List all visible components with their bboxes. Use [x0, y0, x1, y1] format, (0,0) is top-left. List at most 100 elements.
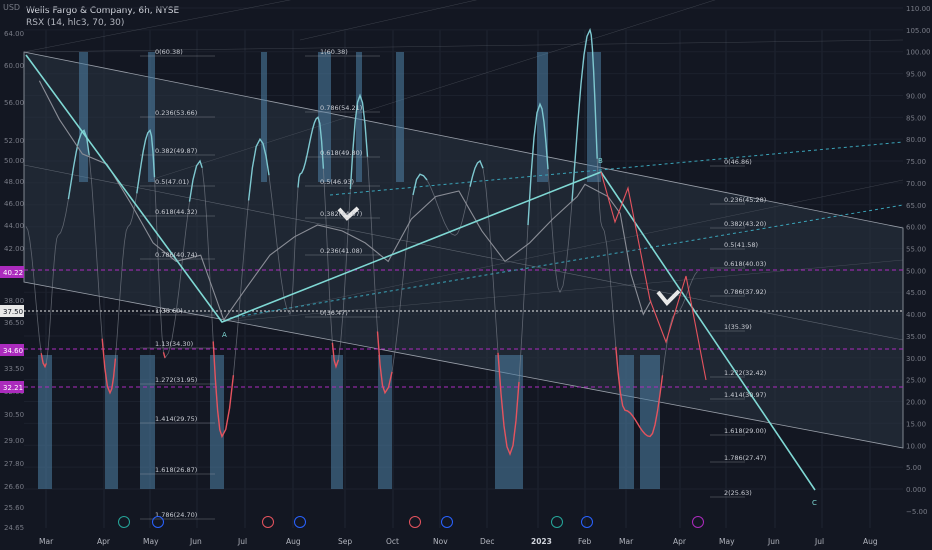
event-icon	[441, 516, 453, 528]
checkmark-icon	[656, 289, 681, 306]
time-axis-tick: Apr	[97, 537, 111, 546]
time-axis-tick: Apr	[673, 537, 687, 546]
time-axis-tick: Oct	[386, 537, 399, 546]
left-axis-marker	[0, 266, 24, 278]
right-axis-tick: 90.00	[906, 92, 926, 100]
fib-left-label: 1.13(34.30)	[155, 340, 193, 348]
time-axis-tick: Aug	[286, 537, 301, 546]
left-axis-tick: 64.00	[4, 30, 24, 38]
event-icon	[262, 516, 274, 528]
event-icon	[581, 516, 593, 528]
fan-line	[299, 0, 478, 41]
time-axis	[0, 530, 932, 550]
right-axis-tick: 10.00	[906, 442, 926, 450]
fan-line	[221, 179, 904, 323]
fib-right-label: 0.382(43.20)	[724, 220, 766, 228]
fib-left-label: 1.414(29.75)	[155, 415, 197, 423]
oversold-band	[105, 355, 118, 489]
fib-right-label: 0.5(41.58)	[724, 241, 758, 249]
overbought-band	[537, 52, 548, 182]
oversold-band	[640, 355, 660, 489]
price-line	[38, 80, 652, 322]
overbought-band	[79, 52, 88, 182]
time-axis-tick: Mar	[619, 537, 634, 546]
right-axis-tick: 30.00	[906, 355, 926, 363]
oversold-band	[378, 355, 392, 489]
right-axis-tick: 45.00	[906, 289, 926, 297]
left-axis-tick: 42.00	[4, 245, 24, 253]
left-axis-tick: 56.00	[4, 99, 24, 107]
fib-left-label: 0.236(53.66)	[155, 109, 197, 117]
left-axis-marker-label: 32.21	[3, 384, 23, 392]
right-axis-tick: 75.00	[906, 158, 926, 166]
right-axis-tick: 110.00	[906, 5, 931, 13]
fib-right-label: 1.414(30.97)	[724, 391, 766, 399]
oversold-band	[210, 355, 224, 489]
time-axis-tick: Jun	[189, 537, 202, 546]
time-axis-tick: 2023	[531, 537, 552, 546]
oversold-band	[140, 355, 155, 489]
fib-right-label: 2(25.63)	[724, 489, 752, 497]
projection-red	[600, 171, 707, 381]
fib-mid-label: 0.618(49.80)	[320, 149, 362, 157]
right-axis-tick: 95.00	[906, 71, 926, 79]
left-axis-tick: 27.80	[4, 460, 24, 468]
right-axis-tick: 35.00	[906, 333, 926, 341]
fib-right-label: 0.786(37.92)	[724, 288, 766, 296]
overbought-band	[261, 52, 267, 182]
fib-mid-label: 0.786(54.21)	[320, 104, 362, 112]
event-icon	[409, 516, 421, 528]
fib-mid-label: 1(60.38)	[320, 48, 348, 56]
left-axis-tick: 29.00	[4, 437, 24, 445]
time-axis-tick: Mar	[39, 537, 54, 546]
time-axis-tick: Feb	[578, 537, 592, 546]
fib-right-label: 0.236(45.28)	[724, 196, 766, 204]
right-axis-tick: 5.00	[906, 464, 922, 472]
symbol-title[interactable]: Wells Fargo & Company, 6h, NYSE	[26, 6, 180, 16]
fib-mid-label: 0.236(41.08)	[320, 247, 362, 255]
wave-label-b: B	[598, 157, 603, 165]
left-axis-marker-label: 34.60	[3, 347, 23, 355]
right-axis-tick: 55.00	[906, 246, 926, 254]
overbought-band	[318, 52, 331, 182]
left-axis-tick: 48.00	[4, 178, 24, 186]
left-axis-tick: 50.00	[4, 157, 24, 165]
left-axis-tick: 30.50	[4, 411, 24, 419]
time-axis-tick: May	[719, 537, 735, 546]
right-axis-tick: 70.00	[906, 180, 926, 188]
fib-mid-label: 0(36.47)	[320, 309, 348, 317]
left-axis-tick: 52.00	[4, 137, 24, 145]
fib-mid-label: 0.382(44.07)	[320, 210, 362, 218]
fib-right-label: 0.618(40.03)	[724, 260, 766, 268]
time-axis-tick: Nov	[433, 537, 448, 546]
fib-left-label: 0.618(44.32)	[155, 208, 197, 216]
oversold-band	[619, 355, 634, 489]
time-axis-tick: Sep	[338, 537, 352, 546]
left-axis-tick: 44.00	[4, 222, 24, 230]
overbought-band	[356, 52, 362, 182]
indicator-title[interactable]: RSX (14, hlc3, 70, 30)	[26, 18, 125, 28]
left-axis-tick: 25.60	[4, 504, 24, 512]
oversold-band	[331, 355, 343, 489]
left-axis-marker	[0, 305, 24, 317]
right-axis-tick: 25.00	[906, 377, 926, 385]
wave-label-c: C	[812, 499, 817, 507]
fib-left-label: 1.786(24.70)	[155, 511, 197, 519]
fib-right-label: 1.272(32.42)	[724, 369, 766, 377]
right-axis-tick: 105.00	[906, 27, 931, 35]
left-axis-tick: 33.50	[4, 365, 24, 373]
left-axis-tick: 38.00	[4, 297, 24, 305]
right-axis-tick: 15.00	[906, 420, 926, 428]
fib-right-label: 1(35.39)	[724, 323, 752, 331]
event-icon	[118, 516, 130, 528]
time-axis-tick: May	[143, 537, 159, 546]
fan-line	[23, 39, 904, 53]
left-axis-tick: 24.65	[4, 524, 24, 532]
right-axis-tick: 20.00	[906, 399, 926, 407]
fib-left-label: 0.786(40.74)	[155, 251, 197, 259]
time-axis-tick: Jul	[814, 537, 824, 546]
right-axis-tick: 50.00	[906, 267, 926, 275]
fan-line	[23, 0, 292, 53]
currency-label: USD	[3, 3, 21, 12]
